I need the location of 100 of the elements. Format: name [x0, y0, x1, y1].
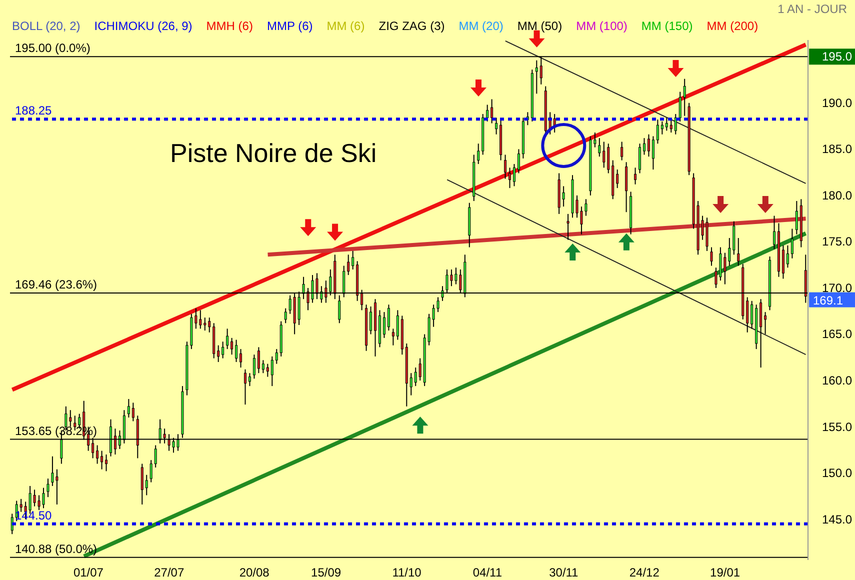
text: ICHIMOKU (26, 9) [94, 19, 192, 33]
candlestick [145, 474, 148, 496]
y-tick-label: 195.0 [822, 50, 852, 64]
candlestick [150, 460, 152, 483]
candlestick [370, 306, 372, 335]
text: 169.1 [813, 293, 844, 308]
y-tick-label: 165.0 [822, 327, 852, 342]
y-tick-label: 180.0 [822, 188, 852, 202]
candlestick [352, 250, 354, 270]
candlestick [665, 117, 668, 132]
candlestick [230, 337, 234, 356]
candlestick [795, 200, 798, 235]
candlestick [764, 312, 767, 335]
y-tick-label: 145.0 [822, 512, 852, 526]
candlestick [674, 114, 677, 135]
candlestick [517, 148, 520, 174]
text: MMH (6) [206, 19, 253, 33]
y-tick-label: 155.0 [822, 420, 852, 434]
candlestick [710, 246, 713, 266]
candlestick [678, 91, 682, 122]
candlestick [535, 60, 538, 94]
candlestick [132, 402, 134, 422]
ref-line-label: 188.25 [15, 104, 52, 118]
candlestick [154, 444, 157, 468]
candlestick [602, 141, 606, 168]
candlestick [486, 104, 489, 122]
candlestick [508, 167, 511, 189]
candlestick [782, 244, 784, 280]
candlestick [46, 478, 50, 498]
text: MM (100) [576, 19, 628, 33]
x-tick-label: 04/11 [472, 566, 502, 580]
candlestick [607, 143, 610, 174]
candlestick [656, 119, 659, 144]
chart-subtitle: 1 AN - JOUR [778, 2, 847, 16]
ref-line-label: 140.88 (50.0%) [15, 542, 98, 556]
candlestick [127, 398, 130, 418]
x-tick-label: 24/12 [629, 566, 660, 580]
x-tick-label: 11/10 [392, 566, 422, 580]
y-tick-label: 160.0 [822, 374, 852, 388]
candlestick [634, 167, 637, 185]
candlestick [222, 341, 224, 359]
candlestick [392, 328, 394, 346]
x-tick-label: 01/07 [73, 566, 104, 580]
text: MM (50) [517, 19, 562, 33]
ref-line-label: 195.00 (0.0%) [15, 41, 90, 56]
ref-line-label: 169.46 (23.6%) [15, 277, 98, 292]
candlestick [670, 119, 672, 134]
candlestick [262, 360, 264, 374]
x-tick-label: 15/09 [311, 566, 342, 580]
candlestick [240, 348, 242, 368]
candlestick [750, 300, 754, 330]
y-tick-label: 185.0 [822, 142, 852, 156]
candlestick [647, 134, 650, 158]
candlestick [642, 138, 646, 156]
x-tick-label: 19/01 [710, 566, 740, 580]
text: MM (200) [706, 19, 758, 33]
candlestick [652, 136, 654, 170]
candlestick [382, 312, 386, 338]
text: BOLL (20, 2) [12, 19, 80, 33]
candlestick [226, 328, 229, 350]
candlestick [275, 348, 278, 364]
candlestick [396, 310, 399, 340]
candlestick [105, 454, 108, 472]
candlestick [96, 444, 99, 464]
candlestick [786, 244, 789, 268]
candlestick [495, 117, 498, 135]
candlestick [69, 410, 72, 428]
candlestick [746, 296, 749, 333]
candlestick [248, 372, 251, 387]
candlestick [660, 120, 664, 135]
candlestick [266, 363, 269, 378]
candlestick [252, 354, 256, 380]
candlestick [410, 372, 412, 396]
x-tick-label: 27/07 [154, 566, 184, 580]
candlestick [387, 304, 390, 332]
candlestick [616, 169, 619, 189]
text: Piste Noire de Ski [170, 138, 377, 169]
candlestick [773, 215, 776, 250]
text: ZIG ZAG (3) [378, 19, 445, 33]
candlestick [140, 463, 144, 505]
candlestick [638, 143, 642, 174]
candlestick [217, 344, 220, 362]
text: MM (150) [641, 19, 693, 33]
candlestick [790, 228, 794, 259]
candlestick [244, 368, 246, 406]
candlestick [414, 367, 417, 387]
y-tick-label: 190.0 [822, 96, 852, 110]
candlestick [504, 154, 507, 180]
candlestick [257, 346, 260, 374]
text: MM (20) [458, 19, 504, 33]
candlestick [490, 98, 494, 124]
candlestick [100, 450, 104, 470]
y-tick-label: 170.0 [822, 280, 852, 295]
x-tick-label: 20/08 [239, 566, 270, 580]
candlestick [553, 114, 556, 134]
candlestick [737, 238, 740, 266]
text: MMP (6) [266, 19, 313, 33]
candlestick [598, 138, 601, 158]
candlestick [512, 163, 516, 187]
candlestick [235, 339, 238, 362]
